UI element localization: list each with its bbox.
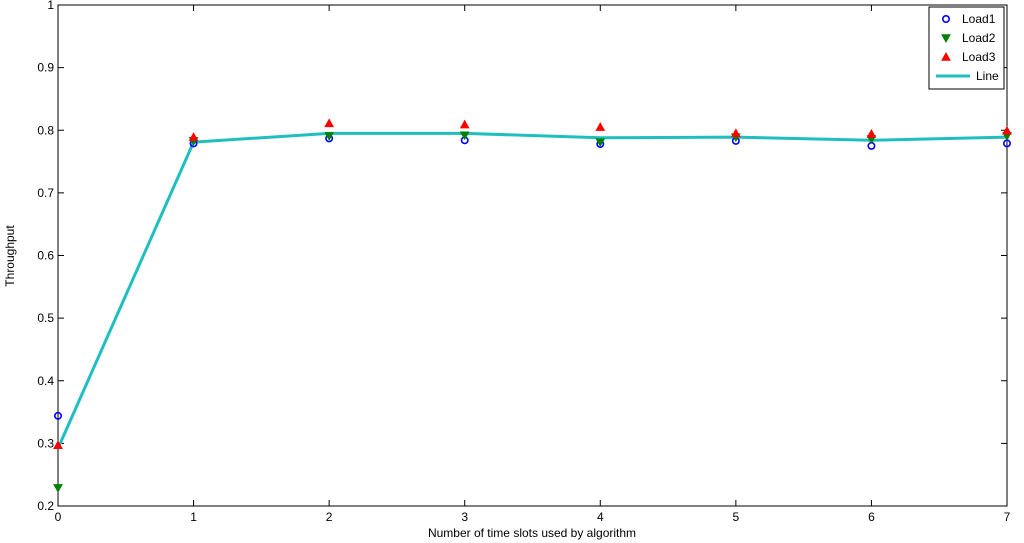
point-load2 xyxy=(459,131,470,141)
y-tick-label: 0.4 xyxy=(37,374,54,388)
y-tick-label: 0.9 xyxy=(37,61,54,75)
point-load1 xyxy=(53,411,62,420)
point-load3 xyxy=(866,128,877,138)
legend-swatch-load2 xyxy=(941,34,951,44)
legend: Load1 Load2 Load3 Line xyxy=(928,6,1005,90)
y-tick-label: 0.8 xyxy=(37,123,54,137)
y-axis-label: Throughput xyxy=(3,225,17,287)
point-load2 xyxy=(595,138,606,148)
legend-swatch-load3 xyxy=(941,51,951,61)
point-load2 xyxy=(324,132,335,141)
x-tick-label: 2 xyxy=(326,510,333,524)
line-layer xyxy=(56,131,1008,449)
x-axis-label: Number of time slots used by algorithm xyxy=(428,526,636,540)
x-tick-label: 3 xyxy=(461,510,468,524)
plot-area xyxy=(57,4,1008,507)
point-load3 xyxy=(595,122,606,131)
x-tick-label: 7 xyxy=(1004,510,1011,524)
legend-label-load3: Load3 xyxy=(962,50,996,64)
y-tick-label: 0.3 xyxy=(37,436,54,450)
point-load3 xyxy=(1002,125,1012,135)
y-tick-label: 0.6 xyxy=(37,249,54,263)
x-tick-label: 5 xyxy=(733,510,740,524)
legend-swatch-load1 xyxy=(941,15,950,24)
point-load3 xyxy=(730,128,741,138)
x-tick-label: 4 xyxy=(597,510,604,524)
legend-label-line: Line xyxy=(976,69,999,83)
point-load2 xyxy=(53,484,63,493)
point-load3 xyxy=(53,440,63,450)
y-tick-label: 0.5 xyxy=(37,311,54,325)
point-load3 xyxy=(459,119,470,129)
y-tick-label: 1 xyxy=(47,0,54,12)
y-tick-label: 0.2 xyxy=(37,499,54,513)
series-line-line xyxy=(56,131,1008,449)
x-tick-label: 1 xyxy=(190,510,197,524)
y-tick-label: 0.7 xyxy=(37,186,54,200)
point-load3 xyxy=(324,118,335,128)
x-tick-label: 6 xyxy=(868,510,875,524)
legend-label-load2: Load2 xyxy=(962,31,996,45)
markers-layer xyxy=(53,118,1012,493)
legend-label-load1: Load1 xyxy=(962,12,996,26)
x-tick-label: 0 xyxy=(55,510,62,524)
point-load3 xyxy=(188,132,199,141)
